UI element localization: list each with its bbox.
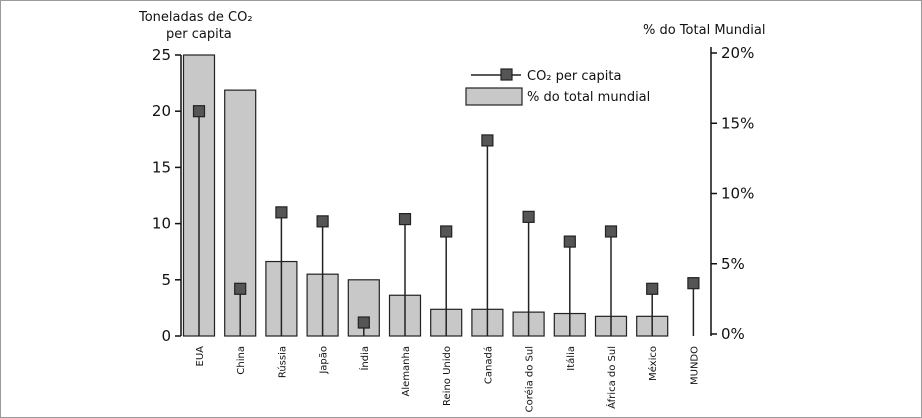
right-tick-label: 15% (721, 114, 754, 132)
left-tick-label: 0 (161, 327, 171, 345)
right-axis-title: % do Total Mundial (643, 23, 765, 38)
category-label: Índia (358, 346, 371, 371)
category-label: Alemanha (401, 346, 412, 396)
legend-marker-sample (500, 68, 513, 81)
lollipop-marker (275, 206, 288, 219)
left-axis-title-line1: Toneladas de CO₂ (138, 10, 253, 25)
category-label: México (647, 346, 659, 381)
lollipop-marker (563, 235, 576, 248)
legend: CO₂ per capita % do total mundial (465, 68, 650, 106)
category-label: Coréia do Sul (524, 346, 536, 412)
lollipop-marker (357, 316, 370, 329)
category-label: Itália (565, 346, 577, 371)
right-tick-label: 0% (721, 325, 745, 343)
category-label: Rússia (276, 346, 288, 378)
right-tick-label: 5% (721, 255, 745, 273)
lollipop-marker (398, 213, 412, 226)
right-tick-label: 10% (721, 185, 754, 203)
category-label: MUNDO (689, 346, 700, 385)
lollipop-marker (192, 105, 206, 118)
left-tick-label: 15 (152, 158, 171, 176)
left-tick-label: 25 (152, 46, 171, 64)
right-axis: 0% 5% 10% 15% 20% (710, 44, 754, 343)
lollipop-marker (522, 210, 535, 223)
category-label: Canadá (482, 346, 494, 384)
legend-label-pct: % do total mundial (527, 90, 650, 105)
category-label: China (236, 346, 247, 375)
legend-bar-sample (465, 87, 523, 106)
lollipop-marker (440, 225, 453, 238)
lollipop-marker (604, 225, 618, 238)
lollipop-marker (316, 215, 329, 228)
category-label: Japão (319, 346, 330, 375)
category-labels: EUA China Rússia Japão Índia Alemanha Reino Un… (195, 346, 700, 412)
right-tick-label: 20% (721, 44, 754, 62)
category-label: África do Sul (605, 346, 618, 409)
lollipop-marker (687, 277, 700, 290)
left-axis-title-line2: per capita (166, 27, 232, 42)
lollipop-marker (481, 134, 494, 147)
left-tick-label: 5 (161, 271, 171, 289)
left-axis: 0 5 10 15 20 25 (152, 46, 182, 345)
lollipop-marker (234, 282, 247, 295)
left-tick-label: 10 (152, 215, 171, 233)
category-label: Reino Unido (442, 346, 453, 406)
lollipop-series (192, 105, 700, 336)
left-tick-label: 20 (152, 102, 171, 120)
legend-label-co2: CO₂ per capita (527, 69, 621, 84)
category-label: EUA (195, 346, 206, 367)
lollipop-marker (646, 282, 659, 295)
